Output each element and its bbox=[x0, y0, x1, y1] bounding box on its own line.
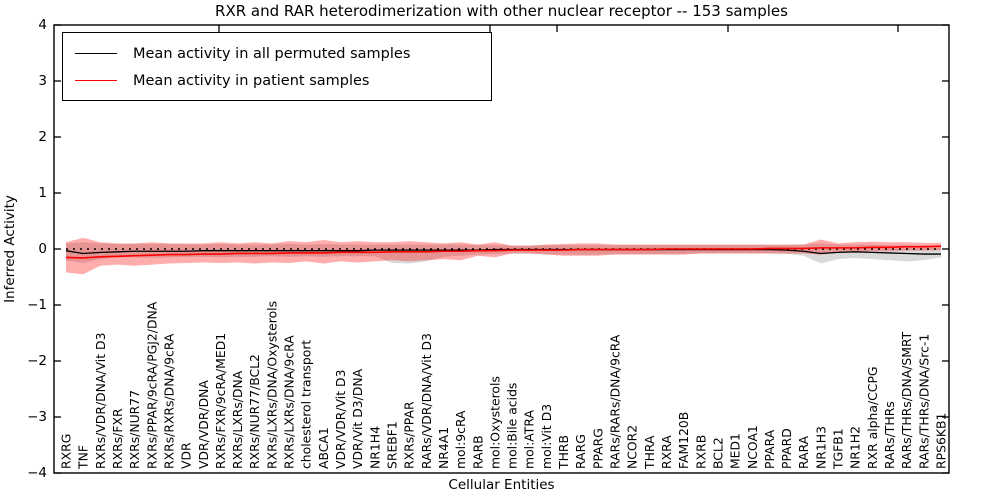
x-tick-label: NR4A1 bbox=[436, 427, 451, 469]
x-tick-label: RXRs/LXRs/DNA/Oxysterols bbox=[264, 301, 279, 469]
x-tick-label: THRB bbox=[556, 435, 571, 470]
x-tick-label: RXRA bbox=[659, 435, 674, 469]
x-tick-label: NCOA1 bbox=[745, 425, 760, 469]
x-tick-label: mol:Vit D3 bbox=[539, 404, 554, 469]
chart-title: RXR and RAR heterodimerization with othe… bbox=[215, 2, 788, 20]
x-tick-label: mol:Oxysterols bbox=[487, 376, 502, 469]
x-tick-label: RXRB bbox=[693, 435, 708, 469]
x-tick-label: TGFB1 bbox=[831, 428, 846, 470]
x-tick-label: NR1H3 bbox=[813, 426, 828, 469]
x-tick-label: RARs/VDR/DNA/Vit D3 bbox=[419, 333, 434, 469]
permuted-activity-envelope-band bbox=[66, 242, 941, 264]
legend-item-patient: Mean activity in patient samples bbox=[75, 67, 491, 94]
x-tick-label: VDR/Vit D3/DNA bbox=[350, 368, 365, 469]
x-tick-label: RXRs/NUR77 bbox=[127, 390, 142, 469]
x-tick-label: TNF bbox=[76, 445, 91, 470]
x-tick-label: RARs/THRs/DNA/SMRT bbox=[899, 331, 914, 469]
x-tick-label: RXRG bbox=[59, 434, 74, 469]
x-tick-label: cholesterol transport bbox=[299, 340, 314, 469]
legend-line-sample-red bbox=[75, 80, 117, 81]
x-tick-label: PPARA bbox=[762, 429, 777, 469]
y-tick-label: −1 bbox=[27, 297, 47, 313]
y-tick-label: −2 bbox=[27, 353, 47, 369]
x-tick-label: PPARG bbox=[590, 428, 605, 469]
x-tick-label: RXRs/FXR/9cRA/MED1 bbox=[213, 333, 228, 469]
legend: Mean activity in all permuted samples Me… bbox=[62, 32, 492, 101]
x-tick-label: THRA bbox=[642, 435, 657, 470]
x-tick-label: RARB bbox=[470, 435, 485, 469]
y-tick-label: 1 bbox=[38, 185, 47, 201]
x-tick-label: RARs/THRs bbox=[882, 401, 897, 469]
x-tick-label: PPARD bbox=[779, 428, 794, 469]
x-tick-label: SREBF1 bbox=[384, 421, 399, 469]
x-tick-label: RARG bbox=[573, 434, 588, 469]
x-tick-label: RXR alpha/CCPG bbox=[865, 366, 880, 469]
y-axis-label: Inferred Activity bbox=[2, 195, 18, 303]
x-tick-label: NR1H2 bbox=[848, 426, 863, 469]
x-tick-label: RXRs/RXRs/DNA/9cRA bbox=[161, 333, 176, 469]
legend-label-permuted: Mean activity in all permuted samples bbox=[133, 45, 411, 62]
x-tick-label: MED1 bbox=[728, 433, 743, 469]
x-tick-label: RXRs/VDR/DNA/Vit D3 bbox=[93, 333, 108, 469]
x-tick-label: mol:Bile acids bbox=[505, 383, 520, 469]
x-tick-label: BCL2 bbox=[710, 437, 725, 469]
x-tick-label: RXRs/LXRs/DNA/9cRA bbox=[282, 335, 297, 469]
x-axis-label: Cellular Entities bbox=[448, 477, 555, 493]
x-tick-label: RARs/RARs/DNA/9cRA bbox=[608, 334, 623, 469]
x-tick-label: RARs/THRs/DNA/Src-1 bbox=[916, 334, 931, 469]
x-tick-label: NR1H4 bbox=[367, 426, 382, 469]
x-tick-label: RXRs/PPAR bbox=[402, 401, 417, 469]
x-tick-label: mol:9cRA bbox=[453, 410, 468, 469]
x-tick-label: RXRs/LXRs/DNA bbox=[230, 370, 245, 469]
x-tick-label: FAM120B bbox=[676, 412, 691, 469]
y-tick-label: 2 bbox=[38, 129, 47, 145]
x-tick-label: RPS6KB1 bbox=[934, 413, 949, 469]
x-tick-label: mol:ATRA bbox=[522, 410, 537, 469]
patient-activity-envelope-band bbox=[66, 237, 941, 275]
x-tick-label: RXRs/FXR bbox=[110, 408, 125, 469]
x-tick-label: RXRs/PPAR/9cRA/PGJ2/DNA bbox=[144, 301, 159, 469]
y-tick-label: 0 bbox=[38, 241, 47, 257]
legend-item-permuted: Mean activity in all permuted samples bbox=[75, 40, 491, 67]
legend-label-patient: Mean activity in patient samples bbox=[133, 72, 370, 89]
x-tick-label: VDR/VDR/DNA bbox=[196, 380, 211, 469]
x-tick-label: RARA bbox=[796, 435, 811, 469]
x-tick-label: ABCA1 bbox=[316, 427, 331, 469]
y-tick-label: −3 bbox=[27, 409, 47, 425]
x-tick-label: VDR bbox=[179, 442, 194, 469]
permuted-mean-line bbox=[65, 248, 941, 255]
x-tick-label: NCOR2 bbox=[625, 425, 640, 469]
patient-mean-line bbox=[65, 245, 942, 259]
legend-line-sample-black bbox=[75, 53, 117, 54]
y-tick-label: 3 bbox=[38, 73, 47, 89]
y-tick-label: −4 bbox=[27, 465, 47, 481]
y-tick-label: 4 bbox=[38, 17, 47, 33]
x-tick-label: RXRs/NUR77/BCL2 bbox=[247, 354, 262, 469]
x-tick-label: VDR/VDR/Vit D3 bbox=[333, 370, 348, 469]
